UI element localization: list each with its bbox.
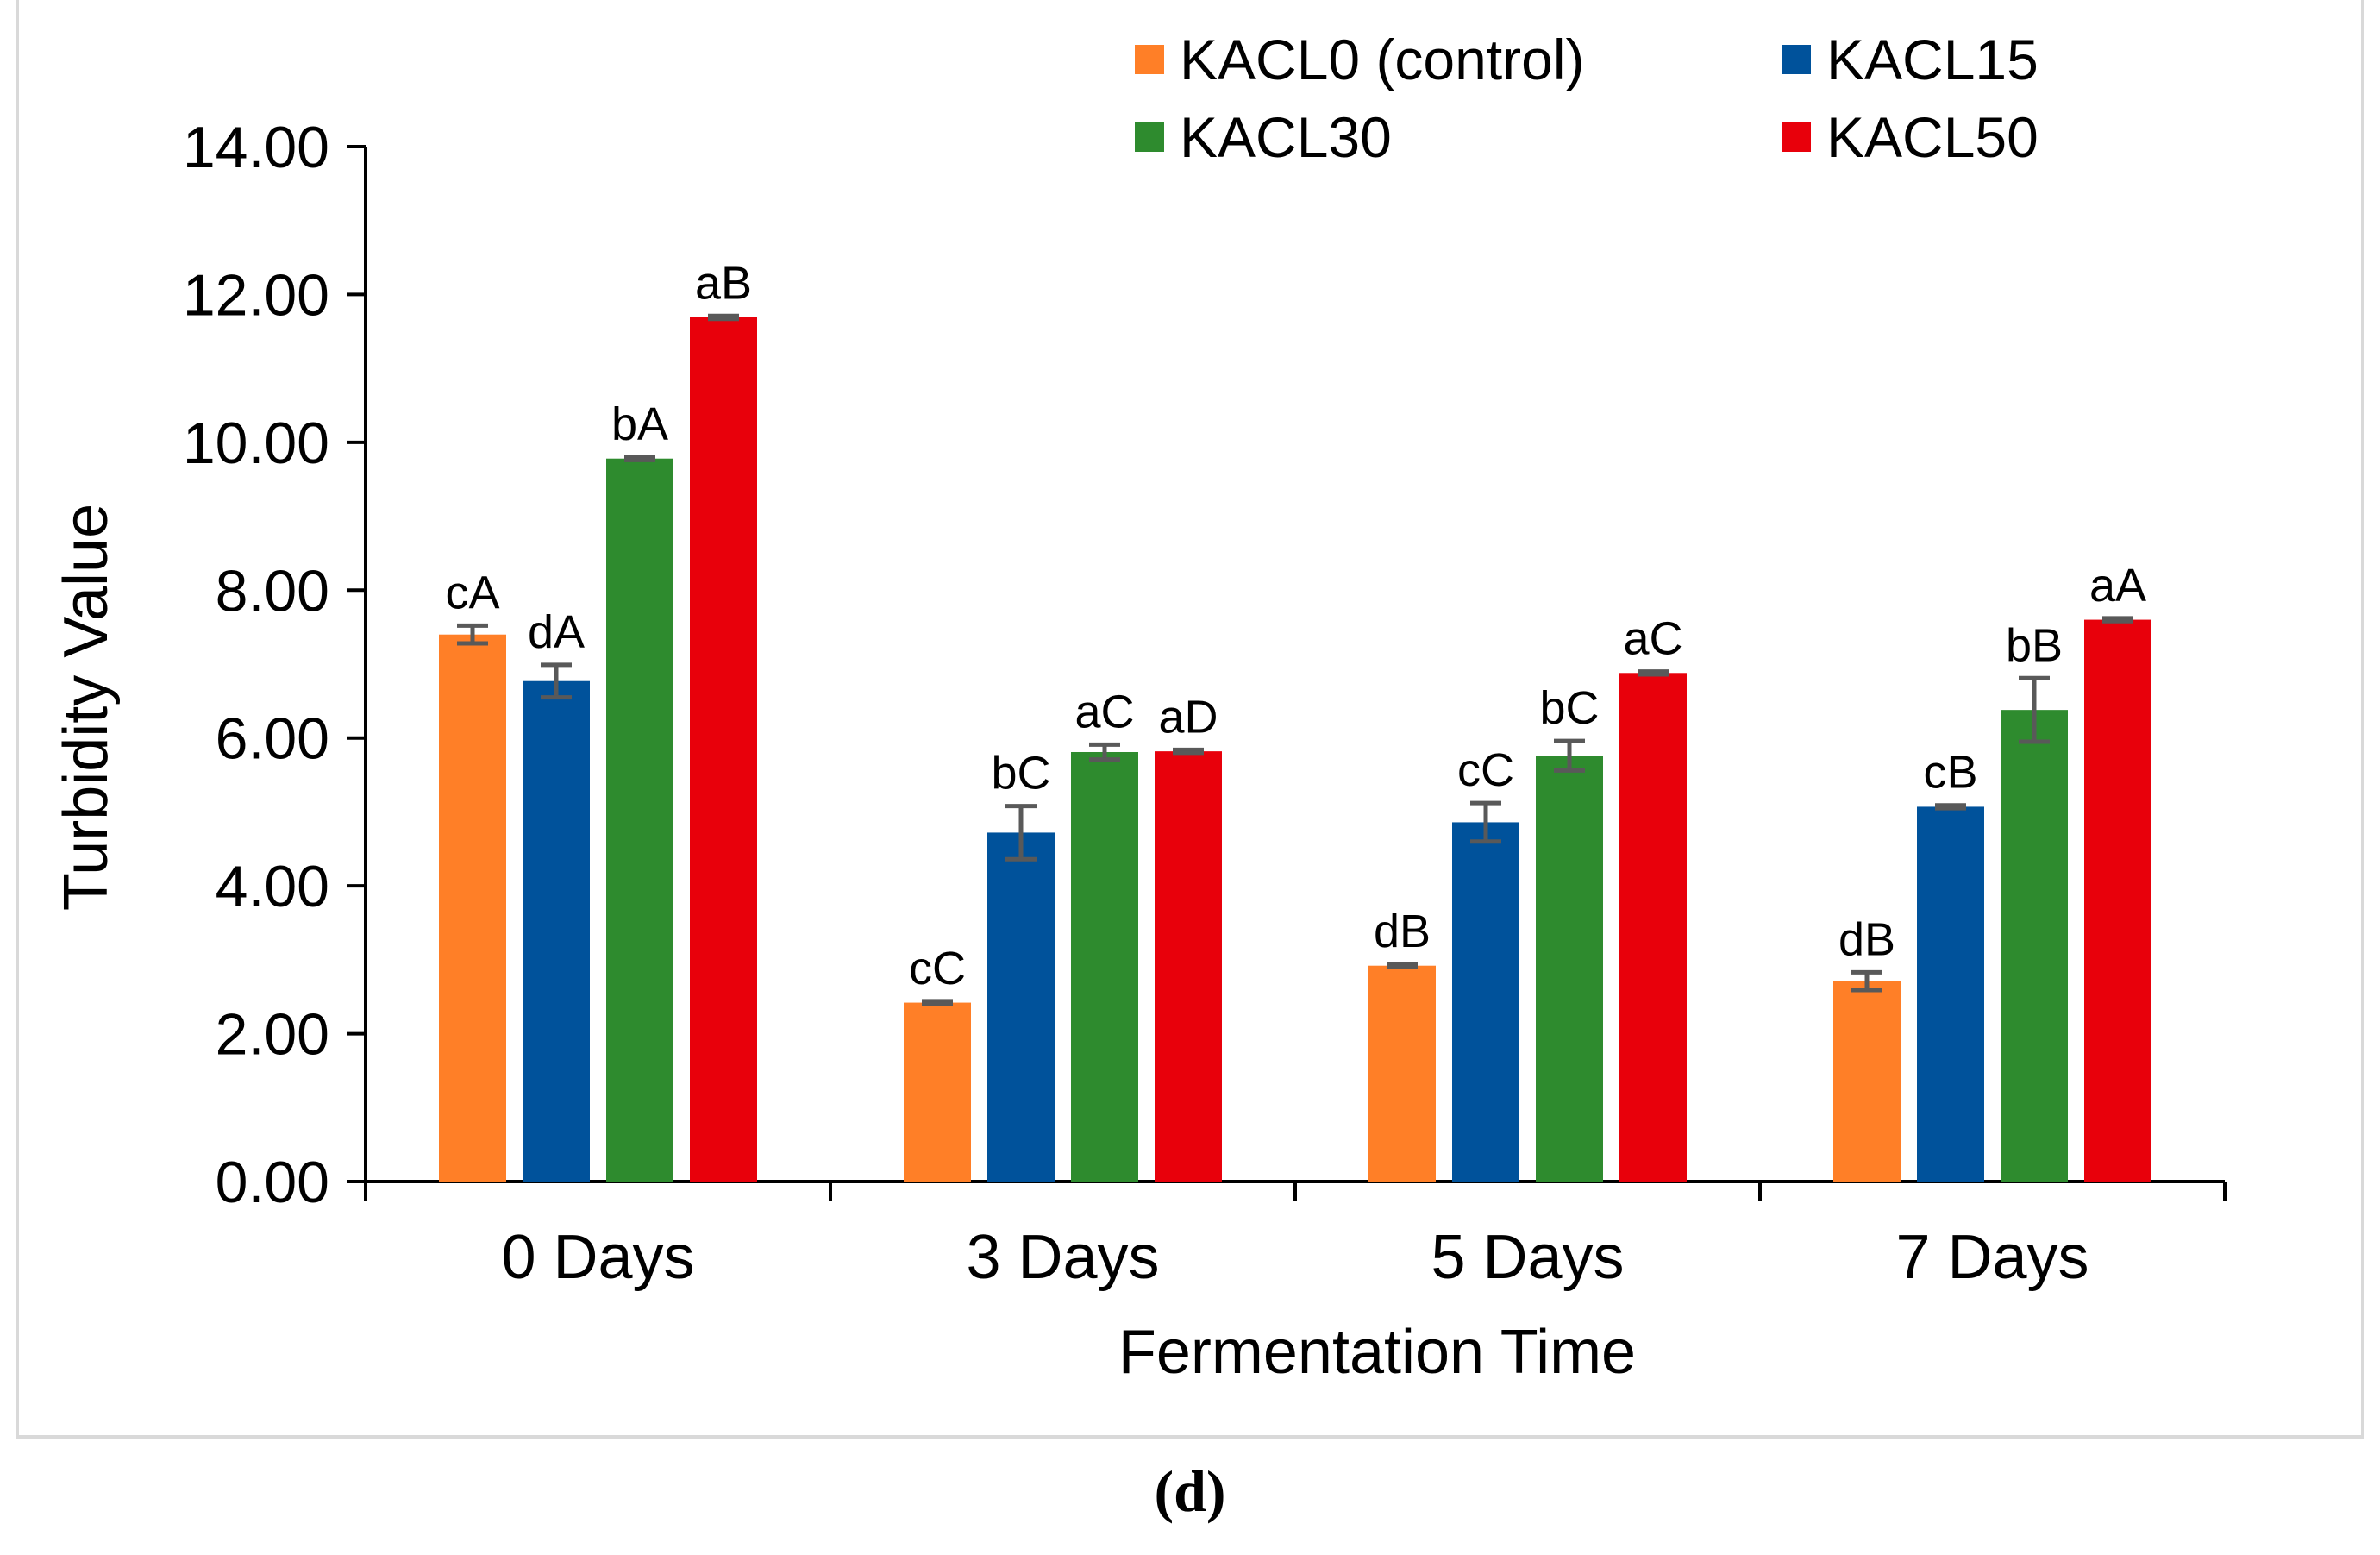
data-label: aA — [2089, 560, 2146, 611]
bar — [1452, 822, 1519, 1182]
data-label: dB — [1838, 913, 1895, 965]
chart-frame — [16, 0, 2364, 1439]
y-tick-label: 0.00 — [216, 1150, 329, 1215]
bar — [1833, 981, 1901, 1182]
bar — [904, 1002, 971, 1182]
bar — [987, 832, 1055, 1182]
y-tick-label: 8.00 — [216, 558, 329, 624]
legend-swatch — [1135, 122, 1164, 152]
legend-swatch — [1135, 45, 1164, 74]
bar — [2084, 619, 2151, 1182]
bar — [690, 317, 757, 1182]
legend-label: KACL30 — [1180, 105, 1392, 169]
bar — [1536, 756, 1603, 1182]
x-tick-label: 3 Days — [966, 1223, 1159, 1292]
bar — [439, 634, 506, 1182]
legend-swatch — [1782, 45, 1811, 74]
data-label: aC — [1623, 613, 1682, 665]
data-label: aB — [695, 257, 752, 309]
bar — [1917, 806, 1984, 1182]
y-tick-label: 14.00 — [183, 115, 329, 180]
bar — [523, 680, 590, 1182]
bar — [1071, 752, 1138, 1182]
data-label: dB — [1374, 906, 1431, 957]
data-label: aD — [1158, 691, 1218, 743]
bar — [2001, 710, 2068, 1182]
x-tick-label: 7 Days — [1895, 1223, 2089, 1292]
bar — [1368, 965, 1436, 1182]
bar — [1155, 751, 1222, 1182]
x-tick-label: 0 Days — [501, 1223, 694, 1292]
data-label: aC — [1074, 686, 1134, 737]
data-label: cC — [1457, 744, 1514, 796]
data-label: dA — [528, 606, 585, 658]
data-label: cA — [445, 567, 499, 618]
legend-label: KACL50 — [1826, 105, 2039, 169]
y-axis-title: Turbidity Value — [52, 504, 121, 911]
data-label: cC — [909, 943, 966, 994]
y-tick-label: 4.00 — [216, 854, 329, 919]
bar-chart: 0.00 2.00 4.00 6.00 8.00 10.00 12.00 14.00 0 Day… — [52, 28, 2227, 1387]
data-label: bB — [2006, 619, 2063, 671]
bar — [606, 458, 673, 1182]
y-tick-label: 10.00 — [183, 411, 329, 476]
data-label: bA — [611, 398, 668, 450]
y-tick-label: 2.00 — [216, 1002, 329, 1068]
bar — [1619, 673, 1687, 1182]
legend-swatch — [1782, 122, 1811, 152]
data-label: bC — [991, 748, 1050, 799]
x-axis-title: Fermentation Time — [1118, 1318, 1636, 1387]
panel-label: (d) — [1154, 1458, 1226, 1524]
y-tick-label: 6.00 — [216, 706, 329, 772]
data-label: cB — [1923, 747, 1977, 799]
legend-label: KACL0 (control) — [1180, 28, 1585, 91]
x-tick-label: 5 Days — [1431, 1223, 1624, 1292]
legend-label: KACL15 — [1826, 28, 2039, 91]
data-label: bC — [1539, 682, 1599, 734]
y-tick-label: 12.00 — [183, 262, 329, 328]
